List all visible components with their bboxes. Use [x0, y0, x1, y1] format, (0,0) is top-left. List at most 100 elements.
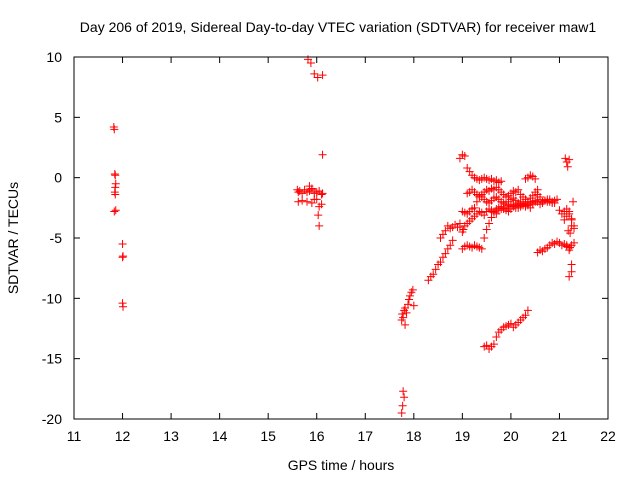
data-point [489, 340, 498, 349]
data-point [459, 225, 468, 234]
data-point [405, 291, 414, 300]
data-point [460, 151, 469, 160]
axis-tick-labels: 11 12 13 14 15 16 17 18 19 20 21 22 -20 -15 -10 -5 0 5 10 [42, 49, 616, 444]
data-point [111, 190, 120, 199]
axis-ticks [73, 56, 609, 420]
x-tick-label: 12 [115, 428, 131, 444]
data-point [567, 214, 576, 223]
data-point [310, 195, 319, 204]
data-point [409, 301, 418, 310]
data-point [446, 241, 455, 250]
data-point [315, 221, 324, 230]
data-point [533, 185, 542, 194]
data-point [119, 302, 128, 311]
data-point [313, 73, 322, 82]
data-point [310, 69, 319, 78]
data-point [399, 387, 408, 396]
data-point [477, 244, 486, 253]
data-point [318, 189, 327, 198]
data-point [531, 174, 540, 183]
x-tick-label: 17 [357, 428, 373, 444]
data-point [111, 206, 120, 215]
data-point [436, 258, 445, 267]
data-point [441, 226, 450, 235]
data-point [566, 229, 575, 238]
data-point [480, 234, 489, 242]
x-tick-label: 13 [163, 428, 179, 444]
data-point [482, 225, 491, 234]
data-point [398, 401, 407, 410]
x-tick-label: 22 [600, 428, 616, 444]
data-point [521, 311, 530, 320]
chart-title: Day 206 of 2019, Sidereal Day-to-day VTE… [80, 19, 597, 35]
data-point [400, 393, 409, 402]
data-point [294, 188, 303, 197]
data-point [398, 310, 407, 319]
x-tick-label: 11 [67, 428, 82, 444]
data-point [111, 171, 120, 180]
data-point [567, 267, 576, 276]
data-point [404, 295, 413, 304]
data-point [531, 197, 540, 206]
data-point [567, 260, 576, 269]
y-axis-label: SDTVAR / TECUs [5, 182, 21, 294]
data-point [570, 221, 579, 230]
x-tick-label: 21 [552, 428, 568, 444]
data-point [570, 238, 579, 247]
plot-frame [73, 56, 609, 420]
y-tick-label: -20 [42, 411, 62, 427]
x-tick-label: 14 [212, 428, 228, 444]
data-point [561, 154, 570, 163]
data-point [403, 300, 412, 309]
data-point [472, 197, 481, 206]
data-point [497, 177, 506, 186]
data-point [565, 272, 574, 281]
data-point [431, 265, 440, 274]
data-point [306, 59, 315, 68]
data-point [448, 236, 457, 245]
data-point [298, 196, 307, 205]
data-point [553, 195, 562, 204]
data-point [318, 71, 327, 80]
data-point [118, 240, 127, 249]
data-point [401, 320, 410, 329]
data-points [109, 55, 579, 417]
data-point [118, 253, 127, 262]
data-point [563, 162, 572, 171]
data-point [294, 197, 303, 206]
data-point [110, 125, 119, 134]
x-tick-label: 18 [406, 428, 422, 444]
data-point [487, 213, 496, 222]
data-point [318, 150, 327, 159]
data-point [441, 249, 450, 258]
data-point [565, 209, 574, 218]
data-point [110, 207, 119, 216]
data-point [399, 313, 408, 322]
data-point [314, 211, 323, 220]
data-point [523, 306, 532, 315]
data-point [402, 308, 411, 317]
x-axis-label: GPS time / hours [288, 457, 395, 473]
data-point [303, 197, 312, 206]
data-point [397, 408, 406, 417]
y-tick-label: 10 [46, 49, 62, 65]
data-point [569, 197, 578, 206]
y-tick-label: -5 [50, 230, 63, 246]
x-tick-label: 15 [260, 428, 276, 444]
data-point [492, 332, 501, 341]
y-tick-label: 5 [54, 109, 62, 125]
x-tick-label: 20 [503, 428, 519, 444]
y-tick-label: 0 [54, 170, 62, 186]
y-tick-label: -10 [42, 290, 62, 306]
data-point [566, 243, 575, 252]
data-point [514, 185, 523, 194]
y-tick-label: -15 [42, 351, 62, 367]
data-point [470, 203, 479, 212]
data-point [485, 219, 494, 228]
x-tick-label: 16 [309, 428, 325, 444]
x-tick-label: 19 [455, 428, 471, 444]
data-point [317, 190, 326, 199]
data-point [565, 155, 574, 164]
data-point [315, 202, 324, 211]
